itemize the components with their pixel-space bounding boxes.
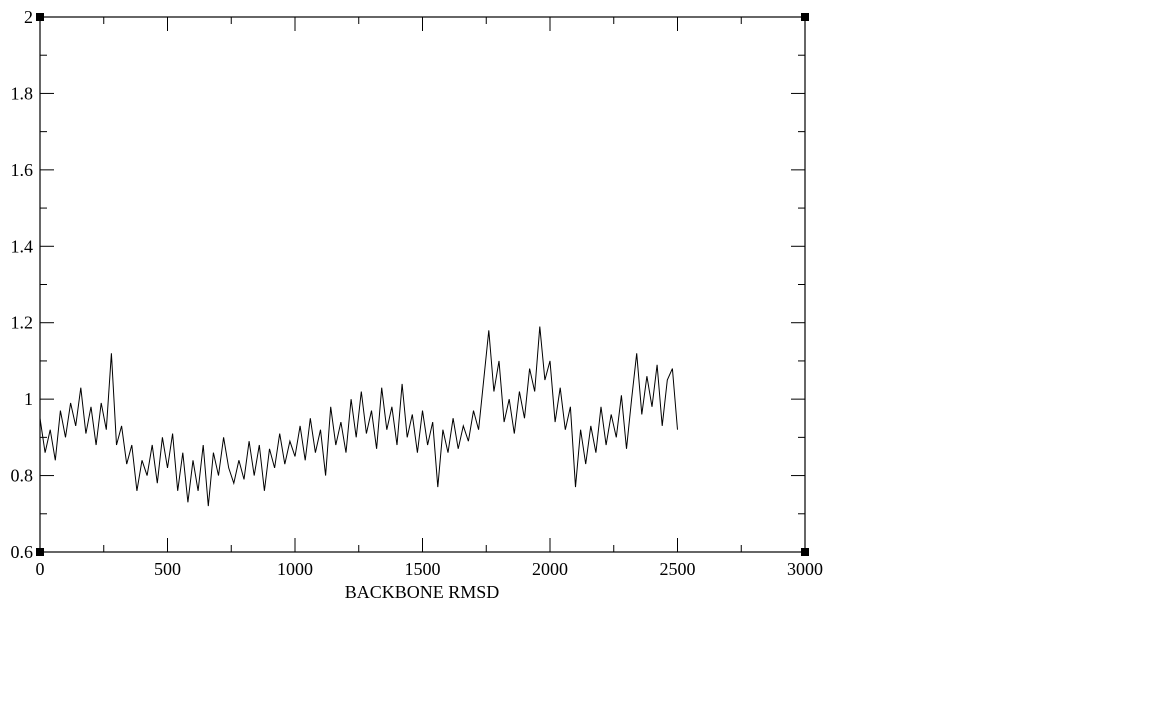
- x-tick-label: 1500: [405, 559, 441, 579]
- x-tick-label: 500: [154, 559, 181, 579]
- y-tick-label: 1.8: [11, 83, 34, 103]
- x-tick-label: 3000: [787, 559, 823, 579]
- data-line: [39, 326, 678, 507]
- y-tick-label: 1.2: [11, 313, 34, 333]
- y-tick-label: 1: [24, 389, 33, 409]
- y-tick-label: 2: [24, 7, 33, 27]
- y-tick-label: 1.6: [11, 160, 34, 180]
- x-tick-label: 0: [36, 559, 45, 579]
- y-tick-label: 1.4: [11, 236, 34, 256]
- x-axis-label: BACKBONE RMSD: [345, 582, 500, 602]
- x-tick-label: 1000: [277, 559, 313, 579]
- x-tick-label: 2500: [660, 559, 696, 579]
- y-tick-label: 0.6: [11, 542, 34, 562]
- x-tick-label: 2000: [532, 559, 568, 579]
- y-tick-label: 0.8: [11, 466, 34, 486]
- plot-frame: [39, 16, 806, 553]
